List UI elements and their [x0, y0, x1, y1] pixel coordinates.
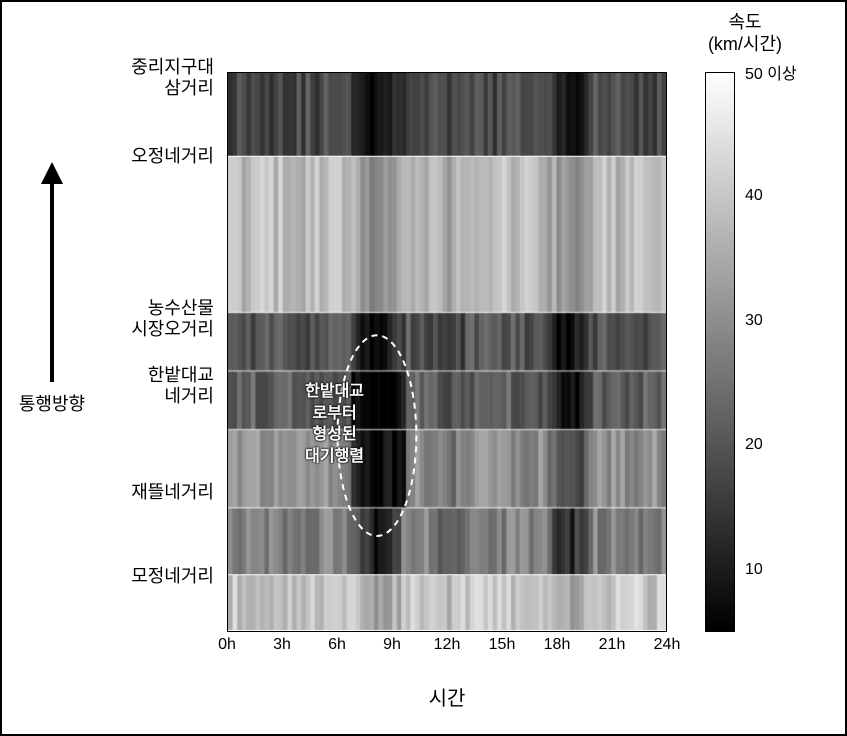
y-axis-tick-label: 오정네거리: [131, 146, 214, 168]
direction-arrow-group: 통행방향: [22, 162, 82, 416]
x-axis-tick-label: 24h: [654, 636, 681, 654]
x-axis-tick-label: 15h: [489, 636, 516, 654]
x-axis-tick-label: 0h: [218, 636, 236, 654]
y-axis-tick-label: 재뜰네거리: [131, 482, 214, 504]
colorbar-title-line2: (km/시간): [708, 34, 782, 54]
x-axis-tick-label: 21h: [599, 636, 626, 654]
x-axis-ticks: 0h3h6h9h12h15h18h21h24h: [227, 636, 667, 656]
y-axis-labels: 중리지구대삼거리오정네거리농수산물시장오거리한밭대교네거리재뜰네거리모정네거리: [92, 62, 222, 632]
colorbar: [705, 72, 735, 632]
colorbar-tick-label: 40: [745, 187, 763, 205]
direction-label: 통행방향: [19, 390, 85, 416]
heatmap-canvas: [228, 73, 666, 631]
y-axis-tick-label: 한밭대교네거리: [148, 365, 214, 408]
chart-container: 통행방향 중리지구대삼거리오정네거리농수산물시장오거리한밭대교네거리재뜰네거리모…: [2, 2, 845, 734]
annotation-text: 한밭대교로부터형성된대기행렬: [290, 381, 380, 467]
up-arrow-icon: [37, 162, 67, 382]
colorbar-tick-label: 10: [745, 561, 763, 579]
y-axis-tick-label: 농수산물시장오거리: [131, 298, 214, 341]
x-axis-tick-label: 6h: [328, 636, 346, 654]
x-axis-tick-label: 12h: [434, 636, 461, 654]
colorbar-tick-label: 30: [745, 312, 763, 330]
heatmap-plot: 한밭대교로부터형성된대기행렬: [227, 72, 667, 632]
colorbar-title: 속도 (km/시간): [685, 12, 805, 55]
x-axis-tick-label: 18h: [544, 636, 571, 654]
colorbar-ticks: 50 이상40302010: [745, 72, 815, 632]
y-axis-tick-label: 모정네거리: [131, 566, 214, 588]
x-axis-label: 시간: [227, 682, 667, 711]
x-axis-tick-label: 3h: [273, 636, 291, 654]
colorbar-tick-label: 20: [745, 436, 763, 454]
x-axis-tick-label: 9h: [383, 636, 401, 654]
y-axis-tick-label: 중리지구대삼거리: [131, 57, 214, 100]
colorbar-title-line1: 속도: [728, 12, 761, 32]
colorbar-tick-label: 50 이상: [745, 60, 797, 84]
